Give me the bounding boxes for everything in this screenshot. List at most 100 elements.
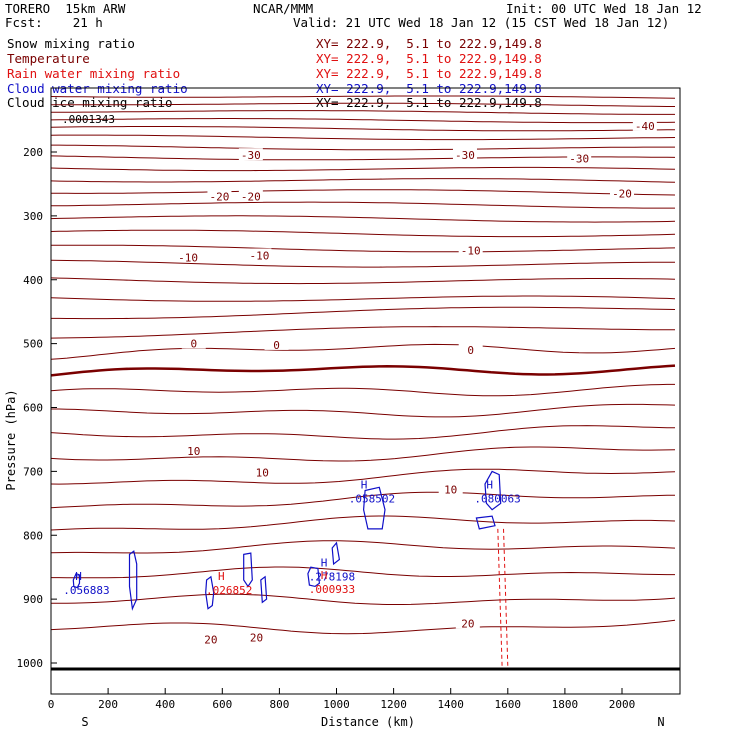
- isotherm-line: [50, 540, 676, 554]
- contour-label-bg: [238, 148, 263, 161]
- x-tick-label: 1400: [437, 698, 464, 711]
- contour-label: -10: [461, 244, 481, 257]
- isotherm-line: [50, 295, 676, 302]
- cloud-water-contour: [128, 550, 138, 611]
- x-tick-label: 1200: [380, 698, 407, 711]
- model-title: TORERO 15km ARW: [5, 1, 126, 16]
- isotherm-line: [50, 118, 676, 124]
- maximum-value: .278198: [309, 570, 355, 583]
- contour-label-bg: [198, 632, 223, 645]
- contour-label-bg: [610, 186, 634, 199]
- isotherm-line: [50, 364, 676, 377]
- contour-label-bg: [244, 630, 269, 643]
- maximum-value: .058502: [349, 492, 395, 505]
- contour-label-bg: [264, 337, 289, 350]
- maximum-symbol: H: [218, 570, 225, 583]
- maximum-symbol: H: [321, 569, 328, 582]
- contour-label-bg: [567, 151, 592, 164]
- isotherm-line: [51, 403, 676, 418]
- y-axis-label: Pressure (hPa): [4, 389, 18, 490]
- isotherm-line: [51, 593, 676, 605]
- contour-label: 20: [204, 633, 217, 646]
- x-tick-label: 2000: [609, 698, 636, 711]
- x-tick-label: 600: [212, 698, 232, 711]
- rain-water-contour: [497, 528, 503, 667]
- contour-label-bg: [176, 250, 201, 263]
- legend-rain: Rain water mixing ratio: [7, 66, 181, 81]
- contour-label: 0: [190, 338, 197, 351]
- isotherm-line: [51, 110, 675, 115]
- isotherm-line: [50, 425, 676, 440]
- x-axis-north-label: N: [657, 715, 664, 729]
- maximum-symbol: H: [486, 478, 493, 491]
- contour-label: -10: [249, 249, 269, 262]
- contour-label-bg: [247, 248, 272, 261]
- cloud-water-contour: [307, 566, 321, 588]
- contour-label-bg: [250, 465, 275, 478]
- isotherm-line: [50, 277, 676, 285]
- contour-label-bg: [632, 118, 657, 131]
- temperature-contours: [50, 95, 676, 635]
- maximum-symbol: H: [75, 570, 82, 583]
- x-tick-label: 1800: [552, 698, 579, 711]
- x-axis-label: Distance (km): [321, 715, 415, 729]
- y-tick-label: 600: [23, 402, 43, 415]
- x-tick-label: 0: [48, 698, 55, 711]
- y-tick-label: 200: [23, 146, 43, 159]
- valid-time: Valid: 21 UTC Wed 18 Jan 12 (15 CST Wed …: [293, 15, 670, 30]
- legend-temperature-xy: XY= 222.9, 5.1 to 222.9,149.8: [316, 51, 542, 66]
- cloud-water-contour: [205, 575, 215, 610]
- isotherm-line: [50, 201, 675, 209]
- contour-label: -40: [635, 120, 655, 133]
- isotherm-line: [51, 566, 675, 579]
- isotherm-line: [50, 178, 676, 183]
- forecast-hour: Fcst: 21 h: [5, 15, 103, 30]
- isotherm-line: [51, 102, 675, 107]
- cloud-water-contour: [72, 572, 81, 589]
- x-tick-label: 1000: [323, 698, 350, 711]
- contour-label: -20: [210, 191, 230, 204]
- maximum-value: .080063: [474, 492, 520, 505]
- y-tick-label: 500: [23, 338, 43, 351]
- y-tick-label: 400: [23, 274, 43, 287]
- rain-water-contour: [503, 528, 509, 667]
- cloud-water-contour: [331, 541, 341, 566]
- isotherm-line: [50, 215, 676, 223]
- x-tick-label: 800: [269, 698, 289, 711]
- init-time: Init: 00 UTC Wed 18 Jan 12: [506, 1, 702, 16]
- contour-label: 10: [187, 445, 200, 458]
- contour-label-bg: [207, 189, 232, 202]
- contour-label: 20: [461, 617, 474, 630]
- isotherm-line: [50, 166, 676, 172]
- contour-label-bg: [458, 343, 483, 356]
- contour-label-bg: [181, 443, 206, 456]
- isotherm-line: [50, 491, 676, 509]
- center-title: NCAR/MMM: [253, 1, 314, 16]
- legend-snow-xy: XY= 222.9, 5.1 to 222.9,149.8: [316, 36, 542, 51]
- contour-label: -30: [569, 152, 589, 165]
- isotherm-line: [50, 134, 676, 141]
- maximum-symbol: H: [361, 478, 368, 491]
- cloud-contours: [72, 470, 509, 667]
- isotherm-line: [50, 126, 676, 132]
- contour-label: -30: [455, 149, 475, 162]
- contour-label-bg: [458, 243, 483, 256]
- maximum-value: .000933: [309, 583, 355, 596]
- contour-label: -20: [612, 188, 632, 201]
- contour-label: -10: [178, 251, 198, 264]
- contour-labels: -40 -30 -30 -30 -20 -20 -20 -10 -10 -10 0 0 0 10 10 10 2…: [63, 118, 657, 646]
- contour-label-bg: [181, 336, 206, 349]
- cloud-water-contour: [484, 470, 502, 511]
- contour-label: -20: [241, 191, 261, 204]
- y-tick-label: 700: [23, 465, 43, 478]
- maximum-value: .026852: [206, 584, 252, 597]
- y-tick-label: 900: [23, 593, 43, 606]
- axes: 0 200 400 600 800 1000 1200 1400 1600 1800 2000200…: [17, 146, 636, 711]
- contour-label: 20: [250, 631, 263, 644]
- isotherm-line: [51, 244, 676, 253]
- isotherm-line: [50, 259, 675, 268]
- y-tick-label: 1000: [17, 657, 44, 670]
- maximum-value: .056883: [63, 584, 109, 597]
- isotherm-line: [51, 306, 676, 320]
